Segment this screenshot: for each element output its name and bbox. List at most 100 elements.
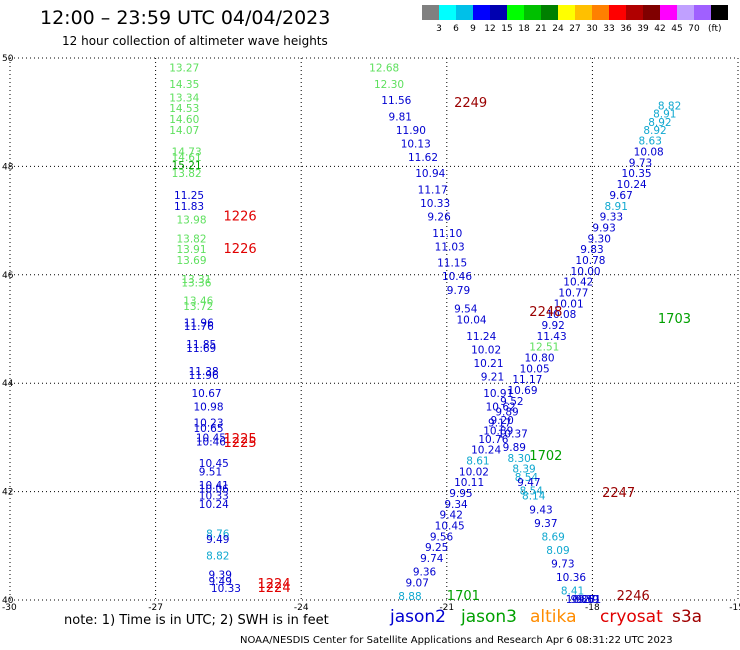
swh-point: 11.76 (184, 321, 214, 333)
x-tick-label: -15 (729, 603, 740, 613)
swh-point: 13.82 (176, 233, 206, 245)
footer-note: note: 1) Time is in UTC; 2) SWH is in fe… (64, 613, 329, 628)
color-swatch (660, 5, 677, 20)
swh-point: 11.25 (174, 190, 204, 202)
pass-time-label: 1225 (224, 432, 257, 447)
color-scale-label: 3 (436, 24, 442, 34)
y-tick-label: 40 (2, 596, 14, 606)
color-scale-label: 12 (484, 24, 496, 34)
color-swatch (439, 5, 456, 20)
y-tick-label: 50 (2, 54, 14, 64)
swh-point: 14.53 (169, 103, 199, 115)
swh-point: 12.68 (369, 63, 399, 75)
pass-time-label: 2249 (454, 96, 487, 111)
swh-point: 9.93 (592, 222, 615, 234)
swh-point: 9.92 (541, 320, 564, 332)
swh-point: 12.51 (529, 342, 559, 354)
y-tick-label: 48 (2, 162, 14, 172)
x-tick-label: -21 (439, 603, 454, 613)
swh-point: 14.73 (172, 147, 202, 159)
color-scale-label: 15 (501, 24, 513, 34)
swh-point: 11.03 (435, 241, 465, 253)
swh-point: 11.15 (437, 258, 467, 270)
color-swatch (558, 5, 575, 20)
pass-time-label: 1224 (258, 577, 291, 592)
pass-time-label: 1224 (258, 581, 291, 596)
swh-point: 9.56 (430, 531, 454, 543)
color-swatch (473, 5, 490, 20)
color-swatch (456, 5, 473, 20)
color-swatch (575, 5, 592, 20)
swh-point: 10.00 (571, 266, 601, 278)
swh-point: 11.17 (512, 374, 542, 386)
swh-point: 10.94 (415, 168, 445, 180)
pass-time-label: 1226 (224, 242, 257, 257)
swh-point: 13.69 (176, 255, 206, 267)
color-swatch (609, 5, 626, 20)
swh-point: 8.76 (206, 529, 230, 541)
swh-point: 8.92 (648, 117, 671, 129)
swh-point: 9.49 (209, 576, 232, 588)
swh-point: 13.36 (181, 278, 211, 290)
swh-point: 11.69 (186, 343, 216, 355)
swh-point: 10.05 (520, 363, 550, 375)
chart-title: 12:00 – 23:59 UTC 04/04/2023 (40, 7, 331, 29)
color-scale-label: 33 (603, 24, 615, 34)
swh-point: 13.98 (176, 214, 206, 226)
swh-point: 13.72 (183, 301, 213, 313)
swh-point: 9.95 (449, 488, 472, 500)
color-scale-label: 27 (569, 24, 581, 34)
swh-point: 10.80 (524, 353, 554, 365)
swh-point: 10.36 (556, 572, 586, 584)
swh-point: 10.23 (193, 418, 223, 430)
color-swatch (677, 5, 694, 20)
swh-point: 13.27 (169, 63, 199, 75)
swh-point: 10.35 (622, 168, 652, 180)
swh-point: 9.89 (503, 442, 526, 454)
pass-time-label: 1701 (447, 589, 480, 604)
swh-point: 10.42 (563, 277, 593, 289)
swh-point: 14.07 (169, 125, 199, 137)
swh-point: 9.26 (427, 212, 451, 224)
swh-point: 11.90 (396, 125, 426, 137)
pass-time-label: 1226 (224, 210, 257, 225)
swh-point: 9.86 (571, 594, 595, 606)
swh-point: 13.91 (176, 244, 206, 256)
swh-point: 14.60 (169, 114, 199, 126)
swh-point: 11.10 (432, 228, 462, 240)
pass-time-label: 2247 (602, 486, 635, 501)
swh-point: 9.73 (551, 558, 574, 570)
x-tick-label: -18 (585, 603, 600, 613)
footer-credit: NOAA/NESDIS Center for Satellite Applica… (240, 635, 673, 646)
swh-point: 13.34 (169, 92, 199, 104)
swh-point: 11.56 (381, 95, 411, 107)
swh-point: 9.51 (199, 466, 222, 478)
swh-point: 9.21 (481, 371, 504, 383)
swh-point: 8.54 (520, 485, 544, 497)
swh-point: 10.76 (478, 434, 508, 446)
swh-point: 10.02 (471, 344, 501, 356)
swh-point: 10.33 (199, 491, 229, 503)
swh-point: 10.45 (435, 521, 465, 533)
y-tick-label: 46 (2, 271, 14, 281)
swh-point: 8.91 (605, 201, 628, 213)
color-swatch (490, 5, 507, 20)
swh-point: 10.45 (196, 433, 226, 445)
swh-point: 11.17 (418, 185, 448, 197)
swh-point: 14.61 (172, 152, 202, 164)
swh-point: 9.30 (588, 233, 611, 245)
swh-point: 11.96 (184, 317, 214, 329)
color-swatch (626, 5, 643, 20)
swh-point: 10.65 (193, 423, 223, 435)
pass-time-label: 2246 (617, 589, 650, 604)
swh-point: 9.89 (495, 407, 518, 419)
swh-point: 10.91 (483, 388, 513, 400)
swh-point: 15.21 (172, 160, 202, 172)
swh-point: 14.35 (169, 79, 199, 91)
color-scale-label: 21 (535, 24, 547, 34)
swh-point: 9.34 (444, 499, 468, 511)
color-swatch (694, 5, 711, 20)
color-swatch (643, 5, 660, 20)
